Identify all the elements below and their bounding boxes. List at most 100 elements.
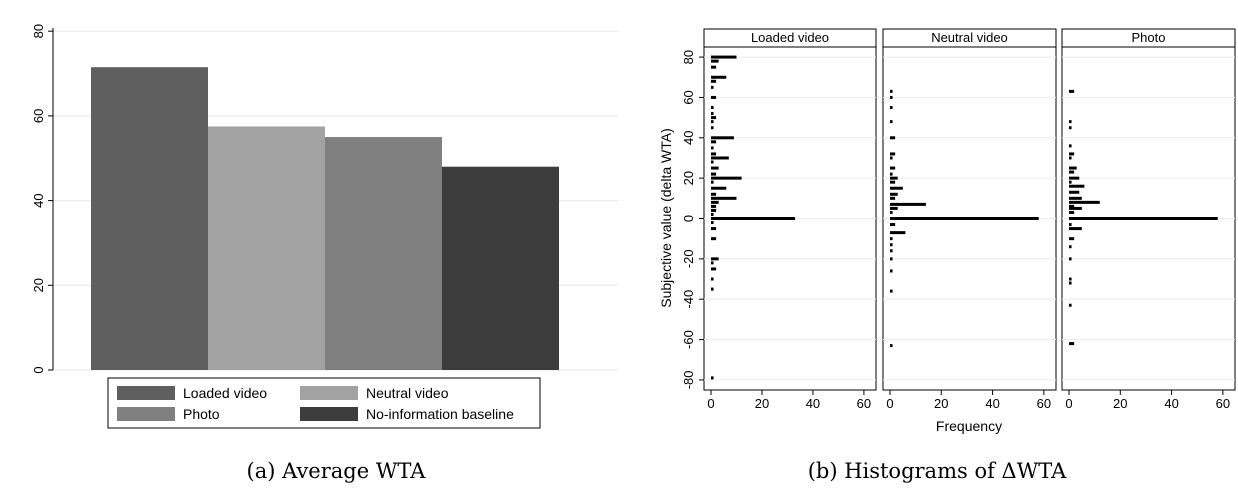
chart-b-x-tick-label: 40	[1164, 396, 1178, 411]
histogram-bar	[711, 208, 717, 212]
histogram-bar	[1069, 223, 1072, 227]
histogram-bar	[890, 217, 1039, 220]
histogram-bar	[711, 237, 717, 241]
histogram-bar	[1069, 281, 1072, 285]
histogram-bar	[711, 79, 717, 83]
histogram-bar	[890, 120, 893, 124]
chart-a-y-tick-label: 60	[31, 109, 46, 123]
histogram-panel-1: Loaded video 0 20 40 60	[703, 28, 877, 411]
histogram-panel-3: Photo 0 20 40 60	[1061, 28, 1236, 411]
legend-label: Loaded video	[183, 385, 267, 401]
histogram-bar	[711, 75, 727, 79]
histogram-bar	[890, 223, 896, 227]
histogram-bar	[711, 221, 714, 225]
histogram-bar	[1069, 152, 1075, 156]
histogram-bar	[890, 136, 896, 140]
histogram-bar	[890, 166, 896, 170]
histogram-bar	[711, 257, 719, 261]
histogram-bar	[1069, 227, 1082, 231]
histogram-bar	[890, 196, 896, 200]
legend-label: Photo	[183, 406, 220, 422]
histogram-bar	[1069, 257, 1072, 261]
bar-photo	[325, 137, 442, 370]
histogram-bar	[711, 217, 796, 220]
chart-b-y-tick-label: 0	[681, 215, 696, 222]
histogram-bar	[890, 289, 893, 293]
histogram-bar	[890, 89, 893, 93]
chart-a-y-tick-label: 20	[31, 278, 46, 292]
histogram-bar	[711, 136, 734, 140]
panel-title: Neutral video	[931, 30, 1008, 45]
chart-a-y-tick-label: 0	[31, 366, 46, 373]
histogram-bar	[1069, 184, 1085, 188]
histogram-bar	[711, 140, 717, 144]
chart-a-legend: Loaded video Neutral video Photo No-informa…	[107, 377, 541, 429]
histogram-bar	[711, 166, 719, 170]
bar-loaded-video	[91, 67, 208, 371]
histogram-bar	[1069, 277, 1072, 281]
bar-neutral-video	[208, 126, 325, 371]
histogram-bar	[890, 95, 893, 99]
histogram-bar	[711, 180, 714, 184]
chart-b-y-axis-label: Subjective value (delta WTA)	[658, 128, 674, 307]
histogram-bar	[711, 95, 717, 99]
chart-b-x-tick-label: 0	[1065, 396, 1072, 411]
histogram-bar	[890, 172, 893, 176]
histogram-bar	[711, 120, 714, 124]
legend-swatch	[117, 407, 175, 421]
chart-b-y-tick-label: -40	[681, 290, 696, 309]
histogram-bar	[711, 267, 717, 271]
histogram-bar	[711, 65, 717, 69]
histogram-bar	[711, 126, 714, 130]
chart-b-x-tick-label: 20	[755, 396, 769, 411]
histogram-bar	[711, 277, 714, 281]
chart-b-y-tick-label: -80	[681, 371, 696, 390]
histogram-bar	[1069, 166, 1077, 170]
histogram-bar	[711, 176, 742, 180]
chart-a-y-tick-label: 80	[31, 24, 46, 38]
chart-b-y-tick-label: 40	[681, 131, 696, 145]
histogram-bar	[1069, 176, 1080, 180]
legend-swatch	[300, 386, 358, 400]
histogram-bar	[1069, 180, 1072, 184]
chart-b-x-tick-label: 20	[1113, 396, 1127, 411]
histogram-bar	[890, 176, 898, 180]
histogram-bar	[890, 257, 893, 261]
histogram-bar	[890, 186, 903, 190]
legend-swatch	[117, 386, 175, 400]
panel-title: Loaded video	[751, 30, 829, 45]
chart-b-y-tick-label: 20	[681, 171, 696, 185]
histogram-bar	[890, 152, 896, 156]
chart-b-x-tick-label: 40	[806, 396, 820, 411]
histogram-bar	[1069, 303, 1072, 307]
histogram-bar	[711, 160, 714, 164]
histogram-bar	[711, 156, 729, 160]
histogram-bar	[711, 112, 714, 116]
chart-b-x-tick-label: 60	[1037, 396, 1051, 411]
chart-b-x-tick-label: 0	[707, 396, 714, 411]
histogram-bar	[890, 180, 896, 184]
histogram-bar	[711, 55, 737, 59]
histogram-bar	[1069, 200, 1100, 204]
chart-b-x-tick-label: 0	[886, 396, 893, 411]
chart-b-y-tick-label: -60	[681, 330, 696, 349]
chart-b-caption: (b) Histograms of ΔWTA	[808, 459, 1067, 483]
histogram-bar	[711, 146, 714, 150]
chart-b-x-axis-label: Frequency	[936, 418, 1002, 434]
chart-b-y-tick-label: -20	[681, 249, 696, 268]
histogram-bar	[711, 116, 717, 120]
chart-b-y-tick-label: 80	[681, 50, 696, 64]
histogram-bar	[1069, 210, 1075, 214]
histogram-bar	[1069, 204, 1075, 208]
histogram-bar	[1069, 126, 1072, 130]
histogram-panel-2: Neutral video 0 20 40 60	[882, 28, 1057, 411]
bar-no-information-baseline	[442, 166, 559, 370]
histogram-bar	[1069, 206, 1082, 210]
histogram-bar	[1069, 89, 1075, 93]
panel-title: Photo	[1132, 30, 1166, 45]
histogram-bar	[890, 192, 898, 196]
histogram-bar	[711, 261, 714, 265]
chart-b-x-tick-label: 60	[857, 396, 871, 411]
histogram-bar	[711, 152, 717, 156]
